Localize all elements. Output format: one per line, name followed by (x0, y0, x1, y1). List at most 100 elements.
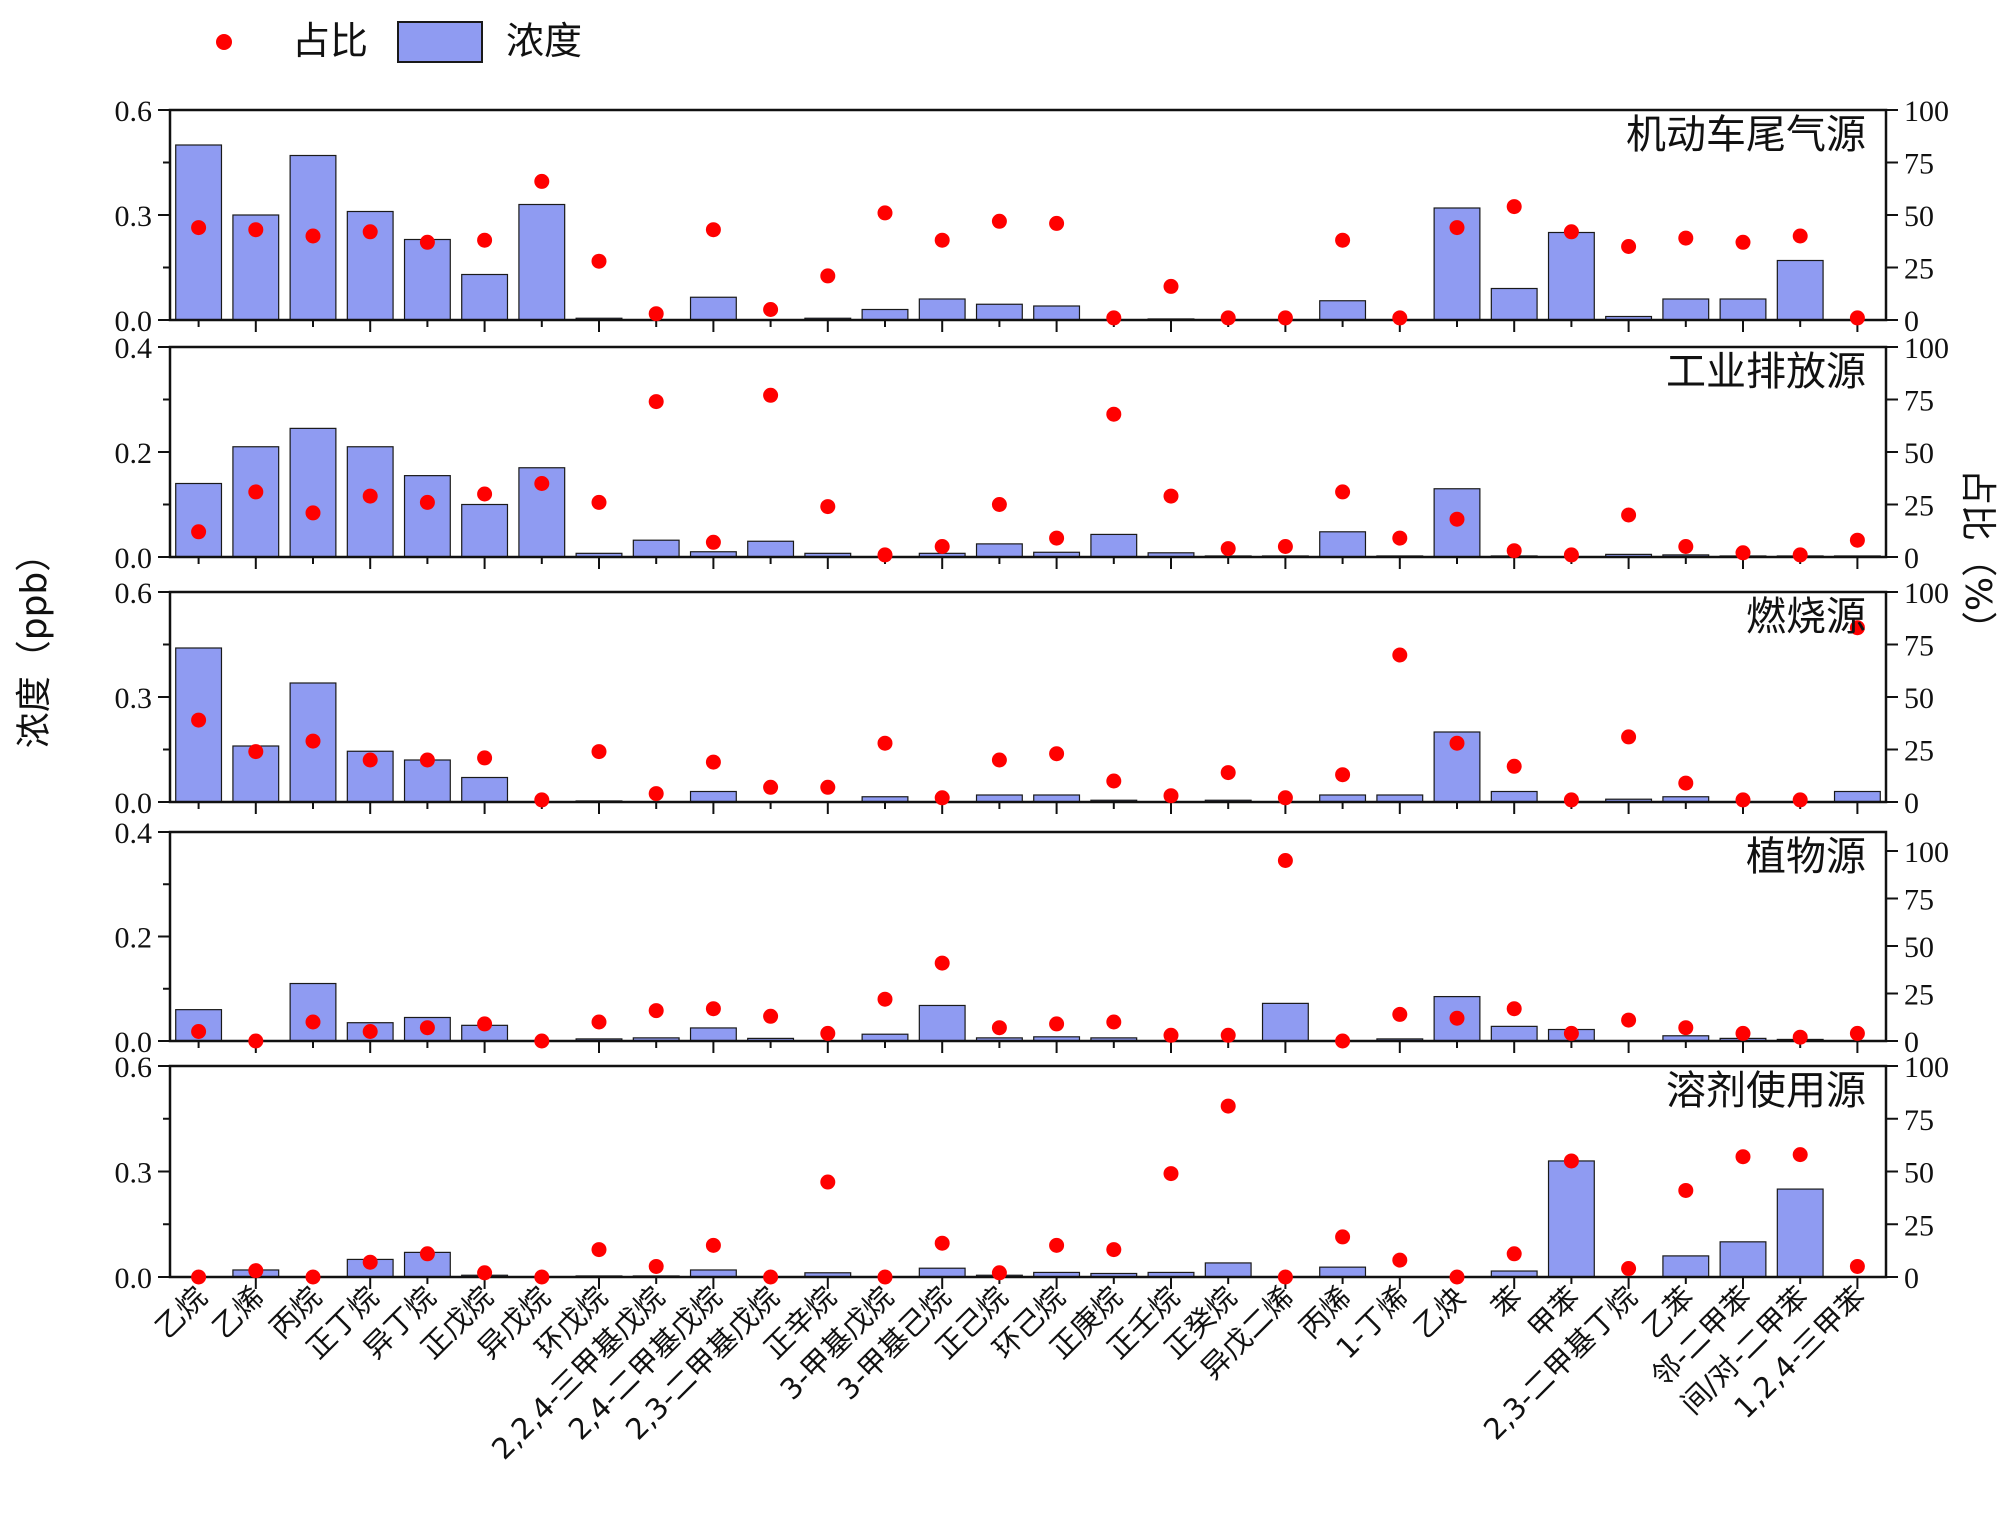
ratio-dot (1106, 310, 1122, 326)
ratio-dot (934, 790, 950, 806)
ratio-dot (1678, 775, 1694, 791)
ratio-dot (820, 499, 836, 515)
ratio-dot (1335, 1033, 1351, 1049)
ratio-dot (1449, 1010, 1465, 1026)
ratio-dot (1220, 1098, 1236, 1114)
y-right-tick-label: 0 (1904, 542, 1919, 575)
ratio-dot (534, 173, 550, 189)
ratio-dot (1049, 746, 1065, 762)
ratio-dot (1449, 220, 1465, 236)
panel-title: 机动车尾气源 (1626, 112, 1866, 158)
ratio-dot (1621, 729, 1637, 745)
ratio-dot (1335, 1229, 1351, 1245)
concentration-bar (689, 296, 737, 321)
y-right-tick-label: 50 (1904, 1157, 1934, 1190)
ratio-dot (362, 224, 378, 240)
ratio-dot (648, 394, 664, 410)
concentration-bar (232, 446, 280, 558)
ratio-dot (877, 735, 893, 751)
ratio-dot (705, 1237, 721, 1253)
legend-concentration-label: 浓度 (506, 19, 582, 63)
y-right-tick-label: 75 (1904, 148, 1934, 181)
ratio-dot (934, 955, 950, 971)
ratio-dot (648, 1003, 664, 1019)
ratio-dot (1678, 230, 1694, 246)
y-left-tick-label: 0.0 (115, 542, 153, 575)
ratio-dot (1335, 767, 1351, 783)
ratio-dot (1735, 792, 1751, 808)
concentration-bar (689, 1027, 737, 1042)
ratio-dot (534, 1269, 550, 1285)
x-axis-category-labels: 乙烷乙烯丙烷正丁烷异丁烷正戊烷异戊烷环戊烷2,2,4-三甲基戊烷2,4-二甲基戊… (148, 1280, 1872, 1466)
concentration-bar (918, 298, 966, 321)
y-right-tick-label: 50 (1904, 437, 1934, 470)
y-left-tick-label: 0.0 (115, 305, 153, 338)
x-category-label: 乙炔 (1407, 1280, 1472, 1345)
concentration-bar (632, 539, 680, 558)
ratio-dot (1392, 1252, 1408, 1268)
y-right-tick-label: 100 (1904, 332, 1949, 365)
panel-title: 植物源 (1746, 834, 1866, 880)
ratio-dot (877, 205, 893, 221)
x-category-label: 乙烯 (206, 1280, 271, 1345)
concentration-bar (1719, 1241, 1767, 1278)
ratio-dot (1277, 853, 1293, 868)
panels: 0.0 0.3 0.6 0 25 50 75 100 机动车尾气源 0.0 0.2 0.4 0 25 50 7… (115, 95, 1950, 1295)
ratio-dot (305, 1269, 321, 1285)
x-category-label: 乙烷 (148, 1280, 213, 1345)
ratio-dot (877, 547, 893, 563)
y-right-tick-label: 75 (1904, 884, 1934, 917)
panel-frame (168, 1064, 1888, 1279)
ratio-dot (1678, 539, 1694, 554)
ratio-dot (419, 752, 435, 768)
ratio-dot (1449, 735, 1465, 751)
concentration-bar (1090, 533, 1138, 558)
ratio-dot (1106, 406, 1122, 422)
ratio-dot (1678, 1020, 1694, 1036)
concentration-bar (1490, 790, 1538, 803)
y-left-tick-label: 0.2 (115, 437, 153, 470)
ratio-dot (991, 497, 1007, 512)
ratio-dot (991, 752, 1007, 768)
ratio-dot (419, 1020, 435, 1036)
ratio-dot (820, 1025, 836, 1041)
ratio-dot (705, 754, 721, 770)
ratio-dot (1792, 1029, 1808, 1045)
ratio-dot (419, 1246, 435, 1262)
ratio-dot (1506, 543, 1522, 559)
concentration-bar (1547, 231, 1595, 321)
ratio-dot (1277, 1269, 1293, 1285)
ratio-dot (248, 1033, 264, 1049)
ratio-dot (763, 779, 779, 795)
y-left-tick-label: 0.4 (115, 817, 153, 850)
concentration-bar (461, 503, 509, 558)
ratio-dot (477, 1016, 493, 1032)
ratio-dot (877, 1269, 893, 1285)
y-right-tick-label: 0 (1904, 1026, 1919, 1059)
ratio-dot (477, 486, 493, 502)
y-left-tick-label: 0.6 (115, 95, 153, 128)
y-right-tick-label: 100 (1904, 577, 1949, 610)
x-category-label: 苯 (1485, 1280, 1530, 1325)
ratio-dot (763, 302, 779, 317)
ratio-dot (1735, 1025, 1751, 1041)
y-right-tick-label: 50 (1904, 931, 1934, 964)
ratio-dot (991, 213, 1007, 229)
ratio-dot (477, 750, 493, 766)
concentration-bar (918, 1004, 966, 1042)
y-left-tick-label: 0.3 (115, 1157, 153, 1190)
legend: 占比 浓度 (216, 19, 582, 63)
panel-1: 0.0 0.3 0.6 0 25 50 75 100 机动车尾气源 (115, 95, 1950, 338)
y-left-tick-label: 0.0 (115, 787, 153, 820)
y-right-tick-label: 75 (1904, 630, 1934, 663)
ratio-dot (419, 234, 435, 250)
ratio-dot (1792, 547, 1808, 563)
ratio-dot (1506, 1246, 1522, 1262)
concentration-bar (1319, 531, 1367, 558)
y-right-tick-label: 50 (1904, 682, 1934, 715)
ratio-dot (763, 1008, 779, 1024)
y-right-tick-label: 0 (1904, 787, 1919, 820)
ratio-dot (1392, 1006, 1408, 1022)
ratio-dot (1277, 310, 1293, 326)
y-right-tick-label: 75 (1904, 385, 1934, 418)
